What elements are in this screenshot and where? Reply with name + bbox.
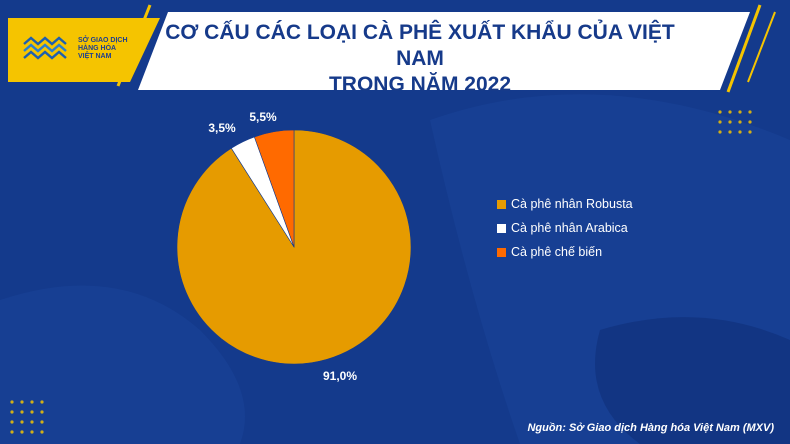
legend-swatch xyxy=(497,247,506,257)
logo-mark-icon xyxy=(23,36,67,60)
source-note: Nguồn: Sở Giao dịch Hàng hóa Việt Nam (M… xyxy=(527,422,774,434)
title-line-2: TRONG NĂM 2022 xyxy=(328,73,512,96)
legend-swatch xyxy=(497,223,506,233)
slice-data-label: 5,5% xyxy=(249,110,277,124)
slice-data-label: 91,0% xyxy=(323,369,357,383)
logo-line: SỞ GIAO DỊCH xyxy=(78,37,128,44)
legend-swatch xyxy=(497,199,506,209)
legend-item: Cà phê chế biến xyxy=(497,240,633,264)
title-banner xyxy=(8,4,776,93)
accent-stripe xyxy=(726,4,762,93)
slice-data-label: 3,5% xyxy=(208,121,236,135)
legend-label: Cà phê nhân Robusta xyxy=(511,197,633,211)
pie-slice xyxy=(253,129,295,248)
chart-legend: Cà phê nhân Robusta Cà phê nhân Arabica Cà… xyxy=(497,192,633,264)
logo: SỞ GIAO DỊCH HÀNG HÓA VIỆT NAM xyxy=(22,30,132,74)
logo-line: VIỆT NAM xyxy=(78,53,112,60)
logo-text: SỞ GIAO DỊCH HÀNG HÓA VIỆT NAM xyxy=(78,37,128,61)
page-title: CƠ CẤU CÁC LOẠI CÀ PHÊ XUẤT KHẨU CỦA VIỆ… xyxy=(150,20,690,98)
title-panel xyxy=(138,12,750,90)
logo-line: HÀNG HÓA xyxy=(78,45,117,52)
legend-label: Cà phê nhân Arabica xyxy=(511,221,628,235)
legend-item: Cà phê nhân Robusta xyxy=(497,192,633,216)
accent-stripe xyxy=(116,4,152,87)
title-line-1: CƠ CẤU CÁC LOẠI CÀ PHÊ XUẤT KHẨU CỦA VIỆ… xyxy=(165,21,675,70)
accent-stripe xyxy=(747,11,776,83)
logo-panel xyxy=(8,18,160,82)
legend-label: Cà phê chế biến xyxy=(511,245,603,259)
legend-item: Cà phê nhân Arabica xyxy=(497,216,633,240)
